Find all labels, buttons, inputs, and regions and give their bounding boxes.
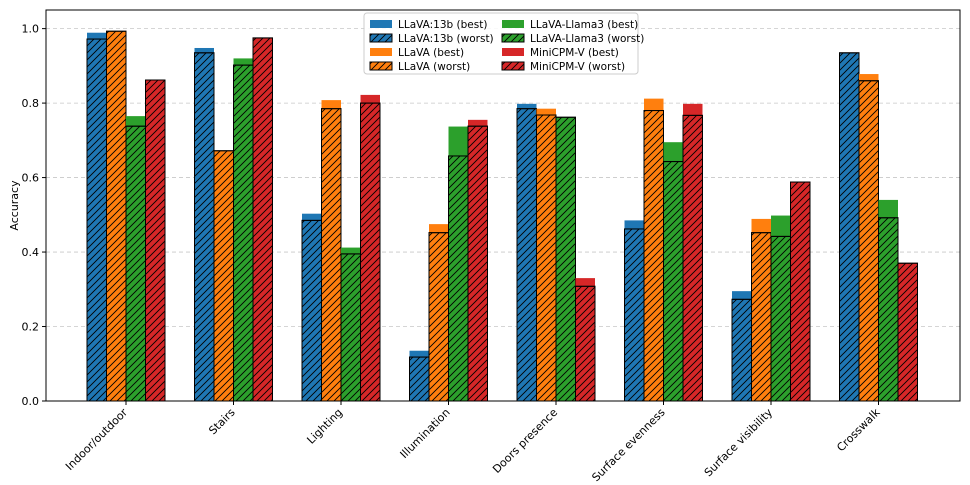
bar-worst-hatch [301, 219, 322, 402]
bar-worst-hatch [145, 79, 166, 402]
y-tick-label: 0.0 [22, 395, 40, 408]
bar-worst-hatch [839, 52, 860, 402]
x-tick-label: Indoor/outdoor [63, 406, 130, 473]
legend-label: LLaVA-Llama3 (best) [530, 19, 638, 31]
bar-worst-hatch [555, 116, 576, 402]
plot-frame [45, 9, 961, 402]
y-tick-label: 0.2 [22, 321, 40, 334]
bar-worst-hatch [643, 110, 664, 402]
bar-worst-hatch [194, 52, 215, 402]
bar-worst-hatch [624, 228, 645, 402]
legend-label: LLaVA-Llama3 (worst) [530, 33, 644, 45]
legend-box [363, 12, 639, 75]
bar-worst-hatch [86, 38, 107, 402]
gridlines [46, 28, 960, 402]
bar-worst-hatch [536, 114, 557, 402]
x-tick-label: Lighting [304, 406, 345, 447]
bar-worst-hatch [213, 150, 234, 402]
legend-label: MiniCPM-V (worst) [530, 61, 625, 73]
bar-worst-hatch [751, 232, 772, 402]
x-tick-label: Stairs [206, 406, 238, 438]
bar-worst-hatch [897, 262, 918, 402]
bar-worst-hatch [106, 30, 127, 402]
legend-label: LLaVA (best) [398, 47, 464, 59]
x-tick-label: Doors presence [490, 406, 560, 476]
bar-worst-hatch [252, 37, 273, 402]
legend-swatch-hatch [501, 61, 525, 71]
bar-worst-hatch [858, 80, 879, 402]
y-tick-label: 0.8 [22, 97, 40, 110]
legend-swatch-hatch [501, 33, 525, 43]
bar-worst-hatch [516, 108, 537, 402]
bar-worst-hatch [360, 102, 381, 402]
bar-worst-hatch [790, 181, 811, 402]
y-tick-label: 0.6 [22, 172, 40, 185]
bar-worst-hatch [321, 108, 342, 402]
legend-label: LLaVA (worst) [398, 61, 470, 73]
x-tick-label: Illumination [398, 406, 453, 461]
x-tick-label: Crosswalk [834, 405, 883, 454]
legend-swatch [502, 48, 524, 56]
legend-swatch [370, 48, 392, 56]
bar-worst-hatch [663, 161, 684, 402]
bar-worst-hatch [233, 64, 254, 402]
legend-label: LLaVA:13b (best) [398, 19, 487, 31]
bar-worst-hatch [575, 285, 596, 402]
bar-worst-hatch [340, 253, 361, 402]
legend-swatch [502, 20, 524, 28]
legend-swatch-hatch [369, 33, 393, 43]
bar-worst-hatch [448, 155, 469, 402]
y-tick-label: 0.4 [22, 246, 40, 259]
bar-worst-hatch [731, 298, 752, 402]
legend: LLaVA:13b (best) LLaVA:13b (worst) LLaVA (… [363, 12, 644, 75]
bar-worst-hatch [409, 356, 430, 402]
bars [86, 30, 918, 402]
bar-worst-hatch [682, 114, 703, 402]
bar-worst-hatch [125, 125, 146, 402]
bar-worst-hatch [770, 235, 791, 402]
y-tick-label: 1.0 [22, 23, 40, 36]
x-tick-label: Surface visibility [702, 406, 776, 480]
legend-swatch [370, 20, 392, 28]
bar-worst-hatch [878, 217, 899, 402]
bar-worst-hatch [467, 125, 488, 402]
legend-label: MiniCPM-V (best) [530, 47, 619, 59]
bar-worst-hatch [428, 232, 449, 402]
legend-swatch-hatch [369, 61, 393, 71]
legend-label: LLaVA:13b (worst) [398, 33, 494, 45]
y-axis-label: Accuracy [8, 180, 21, 231]
x-tick-label: Surface evenness [589, 406, 667, 484]
